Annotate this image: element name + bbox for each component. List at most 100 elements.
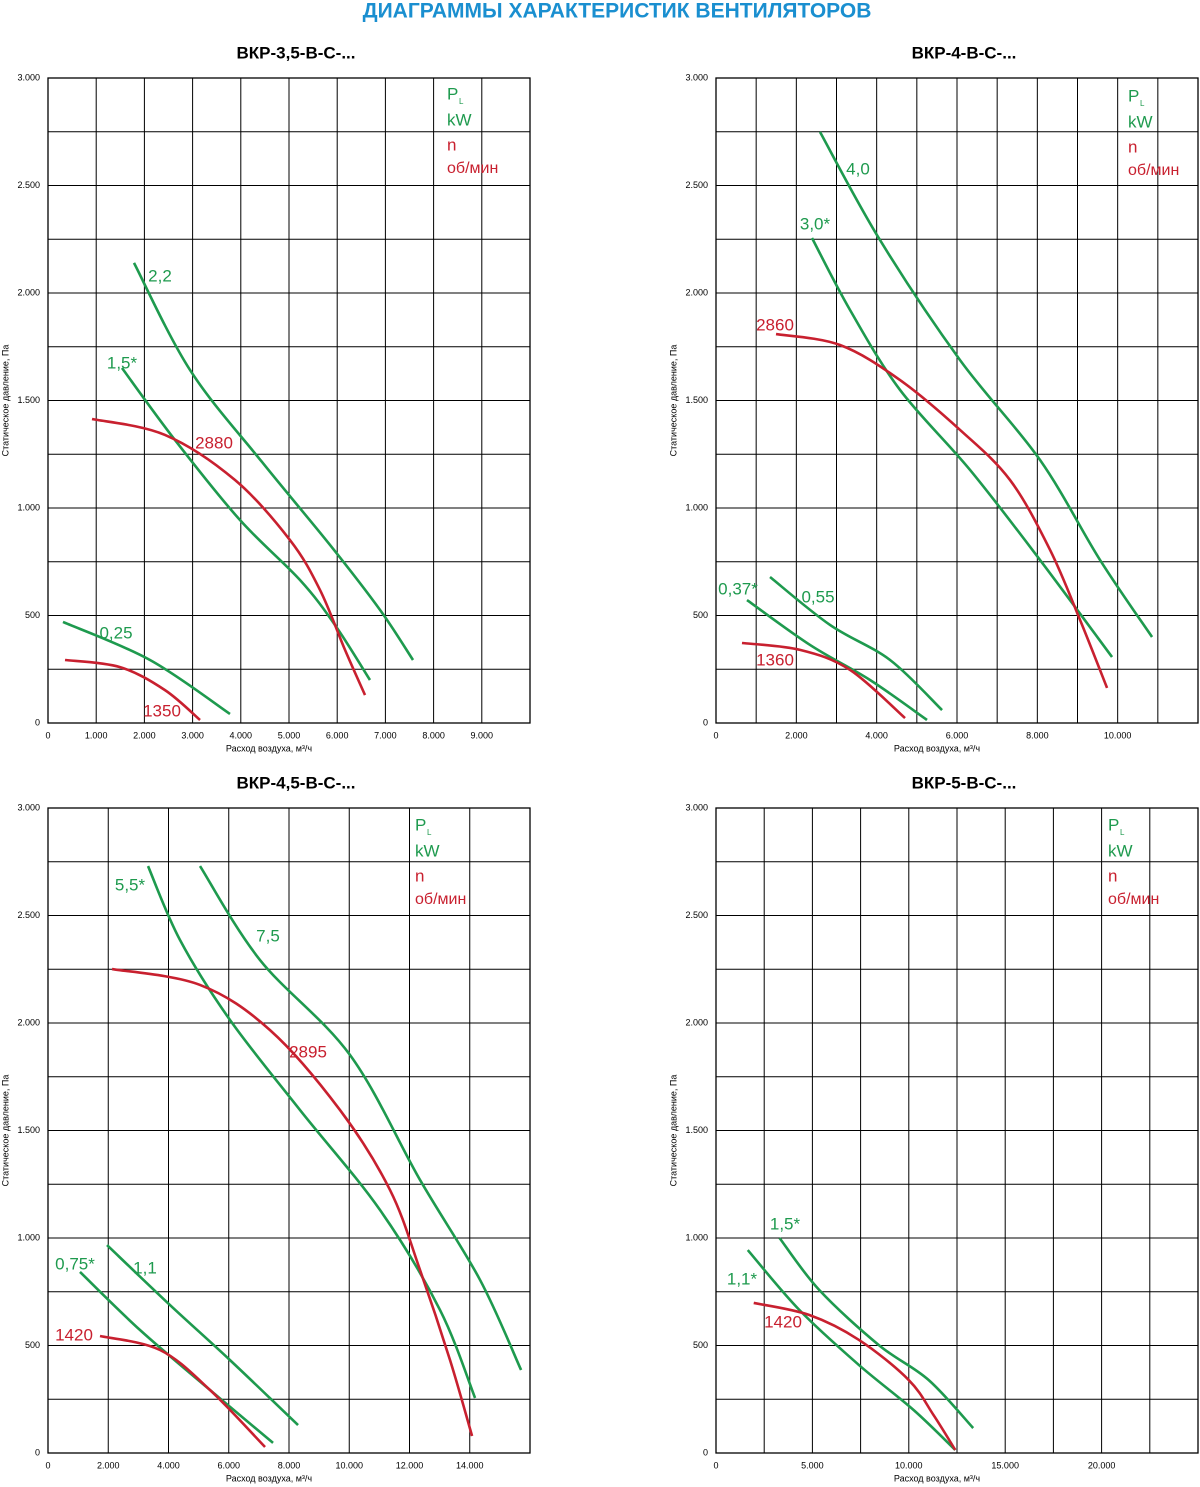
- curve-label: 1350: [143, 701, 181, 720]
- curve-label: 2860: [756, 315, 794, 334]
- x-tick-label: 10.000: [335, 1460, 363, 1470]
- curve: [753, 1301, 957, 1451]
- curve-label: 1360: [756, 650, 794, 669]
- y-tick-label: 2.000: [17, 1017, 40, 1027]
- x-axis-label: Расход воздуха, м³/ч: [894, 743, 981, 753]
- y-tick-label: 1.000: [685, 1232, 708, 1242]
- curve-label: 2880: [195, 433, 233, 452]
- legend-unit: об/мин: [415, 891, 466, 908]
- chart-title: ВКР-4,5-В-С-...: [237, 773, 356, 792]
- x-tick-label: 4.000: [230, 730, 253, 740]
- plot-frame: [47, 807, 531, 1454]
- x-tick-label: 14.000: [456, 1460, 484, 1470]
- curve: [741, 641, 906, 720]
- y-tick-label: 3.000: [17, 802, 40, 812]
- x-axis-label: Расход воздуха, м³/ч: [226, 1473, 313, 1483]
- curve: [91, 417, 367, 696]
- curve: [99, 1334, 266, 1448]
- curve: [746, 1249, 957, 1451]
- x-tick-label: 5.000: [278, 730, 301, 740]
- x-tick-label: 5.000: [801, 1460, 824, 1470]
- curve-label: 7,5: [256, 926, 280, 945]
- curve: [769, 575, 943, 712]
- x-tick-label: 6.000: [326, 730, 349, 740]
- y-tick-label: 0: [703, 1447, 708, 1457]
- curve: [198, 865, 523, 1371]
- y-tick-label: 3.000: [17, 72, 40, 82]
- x-tick-label: 2.000: [97, 1460, 120, 1470]
- x-tick-label: 3.000: [181, 730, 204, 740]
- x-tick-label: 9.000: [471, 730, 494, 740]
- curve-label: 0,37*: [718, 579, 758, 598]
- y-tick-label: 1.500: [685, 395, 708, 405]
- curve-label: 1,1: [133, 1258, 157, 1277]
- y-axis-label: Статическое давление, Па: [0, 1075, 10, 1187]
- curve: [132, 262, 415, 661]
- legend-symbol: n: [1108, 866, 1117, 885]
- curve-label: 2895: [289, 1042, 327, 1061]
- y-tick-label: 2.000: [685, 287, 708, 297]
- y-tick-label: 2.500: [17, 910, 40, 920]
- y-tick-label: 1.000: [17, 502, 40, 512]
- x-tick-label: 4.000: [157, 1460, 180, 1470]
- y-tick-label: 0: [703, 717, 708, 727]
- x-tick-label: 15.000: [991, 1460, 1019, 1470]
- y-tick-label: 500: [25, 1340, 40, 1350]
- curve-label: 1420: [764, 1312, 802, 1331]
- chart-title: ВКР-4-В-С-...: [912, 43, 1017, 62]
- curve-label: 0,25: [99, 623, 132, 642]
- legend-subscript: L: [459, 97, 464, 106]
- legend-symbol: P: [415, 815, 426, 834]
- y-tick-label: 2.500: [685, 180, 708, 190]
- x-tick-label: 6.000: [946, 730, 969, 740]
- legend-symbol: n: [1128, 137, 1137, 156]
- chart-title: ВКР-3,5-В-С-...: [237, 43, 356, 62]
- y-tick-label: 2.500: [17, 180, 40, 190]
- y-axis-label: Статическое давление, Па: [668, 345, 678, 457]
- legend-symbol: P: [1108, 815, 1119, 834]
- legend-symbol: P: [1128, 86, 1139, 105]
- legend-unit: об/мин: [1108, 891, 1159, 908]
- x-tick-label: 12.000: [396, 1460, 424, 1470]
- y-tick-label: 2.000: [685, 1017, 708, 1027]
- y-tick-label: 1.500: [17, 395, 40, 405]
- legend-unit: об/мин: [1128, 162, 1179, 179]
- chart-title: ВКР-5-В-С-...: [912, 773, 1017, 792]
- curve: [111, 967, 474, 1437]
- curve-label: 4,0: [846, 159, 870, 178]
- curve-label: 0,55: [801, 587, 834, 606]
- legend-unit: об/мин: [447, 160, 498, 177]
- legend-unit: kW: [415, 841, 440, 860]
- legend-subscript: L: [1120, 828, 1125, 837]
- legend-symbol: P: [447, 84, 458, 103]
- legend-symbol: n: [447, 135, 456, 154]
- x-tick-label: 7.000: [374, 730, 397, 740]
- x-axis-label: Расход воздуха, м³/ч: [894, 1473, 981, 1483]
- y-tick-label: 500: [693, 610, 708, 620]
- y-tick-label: 2.500: [685, 910, 708, 920]
- x-tick-label: 0: [713, 1460, 718, 1470]
- curve-label: 1,5*: [107, 353, 138, 372]
- curve: [106, 1244, 299, 1426]
- legend-unit: kW: [447, 110, 472, 129]
- y-axis-label: Статическое давление, Па: [668, 1075, 678, 1187]
- curve: [120, 367, 372, 681]
- y-tick-label: 2.000: [17, 287, 40, 297]
- y-axis-label: Статическое давление, Па: [0, 345, 10, 457]
- legend-subscript: L: [427, 828, 432, 837]
- x-tick-label: 4.000: [865, 730, 888, 740]
- curve-label: 1,1*: [727, 1269, 758, 1288]
- curve-label: 5,5*: [115, 875, 146, 894]
- curve-label: 3,0*: [800, 214, 831, 233]
- curve-label: 0,75*: [55, 1254, 95, 1273]
- legend-unit: kW: [1108, 841, 1133, 860]
- curve: [62, 620, 231, 716]
- y-tick-label: 3.000: [685, 72, 708, 82]
- x-tick-label: 0: [45, 730, 50, 740]
- x-tick-label: 0: [45, 1460, 50, 1470]
- plot-frame: [715, 807, 1199, 1454]
- x-tick-label: 2.000: [785, 730, 808, 740]
- y-tick-label: 1.000: [685, 502, 708, 512]
- curve: [64, 658, 201, 721]
